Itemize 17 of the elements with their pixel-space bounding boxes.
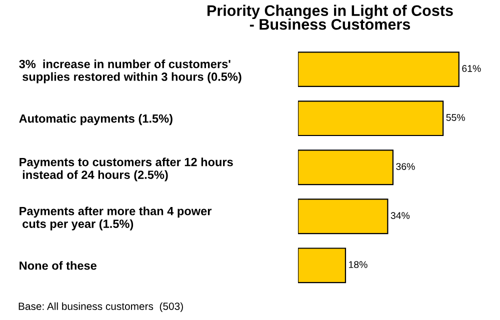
data-label: 34%	[390, 212, 410, 219]
bar	[298, 248, 346, 284]
y-tick-label: None of these	[20, 261, 96, 270]
chart-title: Priority Changes in Light of Costs - Business Customers	[208, 4, 453, 30]
y-tick-label: Automatic payments (1.5%)	[19, 114, 172, 126]
bar	[298, 150, 394, 186]
bar	[298, 100, 444, 136]
bar	[298, 52, 460, 88]
data-label: 55%	[446, 114, 465, 121]
data-label: 36%	[396, 163, 415, 170]
y-tick-label: 3% increase in number of customers' supplies restored within 3 hours (0.5%)	[19, 60, 242, 84]
y-tick-label: Payments to customers after 12 hours instead of 24 hours (2.5%)	[20, 158, 233, 182]
data-label: 18%	[349, 261, 368, 268]
data-label: 61%	[462, 65, 481, 72]
text: Base: All business customers (503)	[18, 302, 183, 312]
bar	[298, 198, 388, 234]
y-tick-label: Payments after more than 4 power cuts per year (1.5%)	[20, 206, 212, 230]
